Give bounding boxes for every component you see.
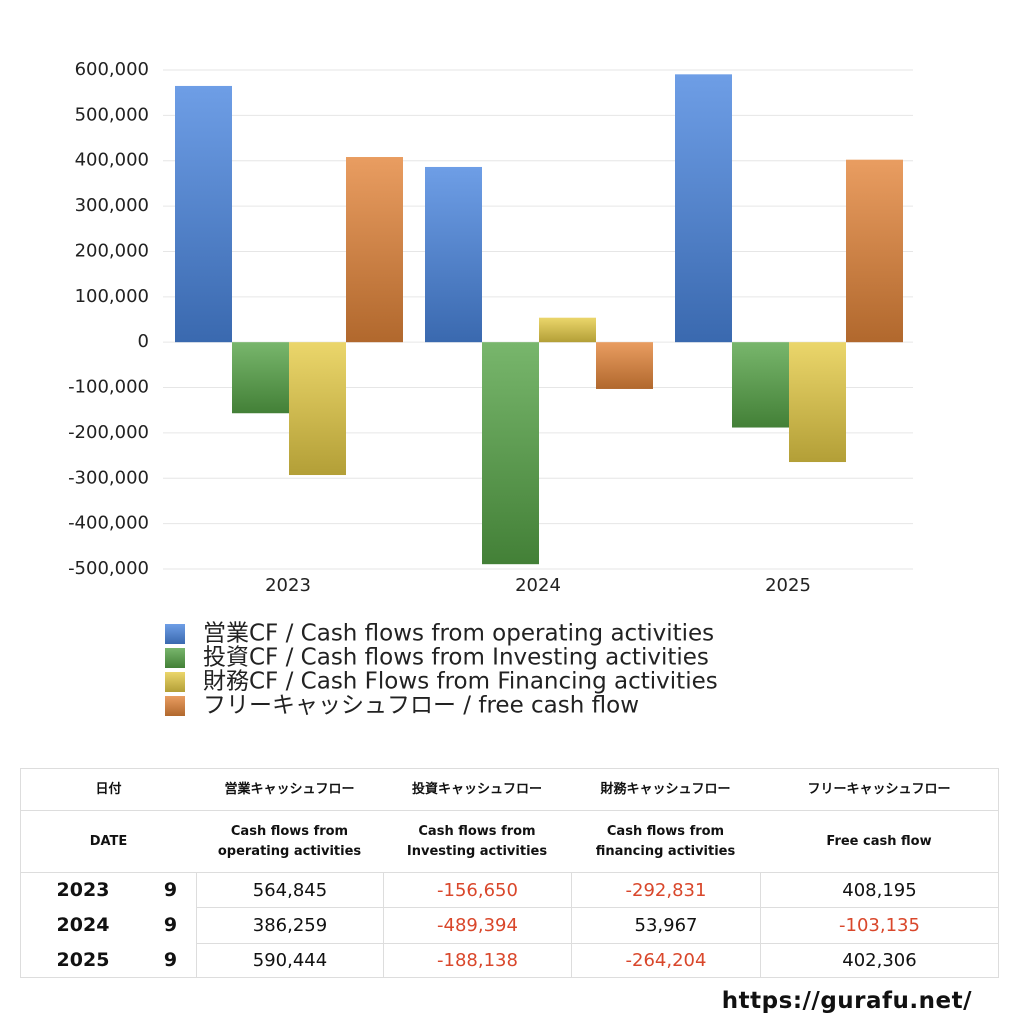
table-cell: 386,259: [196, 907, 383, 943]
legend-label: 財務CF / Cash Flows from Financing activit…: [203, 669, 718, 695]
table-cell: 9: [163, 913, 178, 936]
table-cell: -292,831: [571, 872, 760, 908]
bar: [675, 74, 732, 343]
header-cell: Cash flows from Investing activities: [383, 810, 571, 872]
y-tick-label: 500,000: [75, 104, 149, 125]
header-cell: Free cash flow: [760, 810, 999, 872]
header-cell: DATE: [20, 810, 196, 872]
header-cell: Cash flows from financing activities: [571, 810, 760, 872]
header-cell: 投資キャッシュフロー: [383, 768, 571, 810]
legend-label: フリーキャッシュフロー / free cash flow: [203, 693, 639, 719]
y-tick-label: -100,000: [68, 377, 149, 398]
bar: [346, 157, 403, 343]
legend-label: 投資CF / Cash flows from Investing activit…: [203, 645, 709, 671]
table-cell: 53,967: [571, 907, 760, 943]
bar: [846, 159, 903, 343]
bar: [539, 317, 596, 343]
chart: -500,000 -400,000 -300,000 -200,000 -100,000…: [68, 59, 913, 719]
legend-swatch: [165, 624, 185, 644]
table-cell: 2023: [20, 872, 145, 908]
y-tick-label: 0: [138, 331, 149, 352]
table-cell: 9: [145, 872, 196, 907]
y-tick-label: 100,000: [75, 286, 149, 307]
y-tick-label: 400,000: [75, 150, 149, 171]
legend-swatch: [165, 696, 185, 716]
y-tick-label: -500,000: [68, 558, 149, 579]
y-tick-label: 300,000: [75, 195, 149, 216]
y-tick-label: -400,000: [68, 513, 149, 534]
x-tick-label: 2025: [765, 575, 811, 596]
table-cell: -156,650: [383, 872, 571, 908]
bar: [732, 342, 789, 428]
header-cell: 日付: [20, 768, 196, 810]
header-cell: フリーキャッシュフロー: [760, 768, 999, 810]
table-cell: 9: [145, 943, 196, 978]
bar: [596, 342, 653, 389]
table-cell: 564,845: [196, 872, 383, 908]
x-tick-label: 2024: [515, 575, 561, 596]
table-cell: -103,135: [760, 907, 999, 943]
table-cell: 2024: [20, 907, 145, 943]
header-cell: Cash flows from operating activities: [196, 810, 383, 872]
legend-label: 営業CF / Cash flows from operating activit…: [203, 621, 714, 647]
table-cell: 408,195: [760, 872, 999, 908]
bar: [175, 85, 232, 343]
table-cell: 402,306: [760, 942, 999, 978]
bar: [425, 166, 482, 343]
table-cell: -264,204: [571, 942, 760, 978]
table-cell: 2025: [20, 942, 145, 978]
bar: [289, 342, 346, 476]
y-tick-label: 200,000: [75, 240, 149, 261]
table-cell: -188,138: [383, 942, 571, 978]
legend-swatch: [165, 648, 185, 668]
bar: [232, 342, 289, 414]
header-cell: 財務キャッシュフロー: [571, 768, 760, 810]
site-url: https://gurafu.net/: [721, 988, 972, 1014]
legend-swatch: [165, 672, 185, 692]
header-cell: 営業キャッシュフロー: [196, 768, 383, 810]
bar: [789, 342, 846, 463]
table-cell: -489,394: [383, 907, 571, 943]
y-tick-label: -200,000: [68, 422, 149, 443]
y-tick-label: -300,000: [68, 467, 149, 488]
table-cell: 590,444: [196, 942, 383, 978]
bar: [482, 342, 539, 565]
y-tick-label: 600,000: [75, 59, 149, 80]
x-tick-label: 2023: [265, 575, 311, 596]
